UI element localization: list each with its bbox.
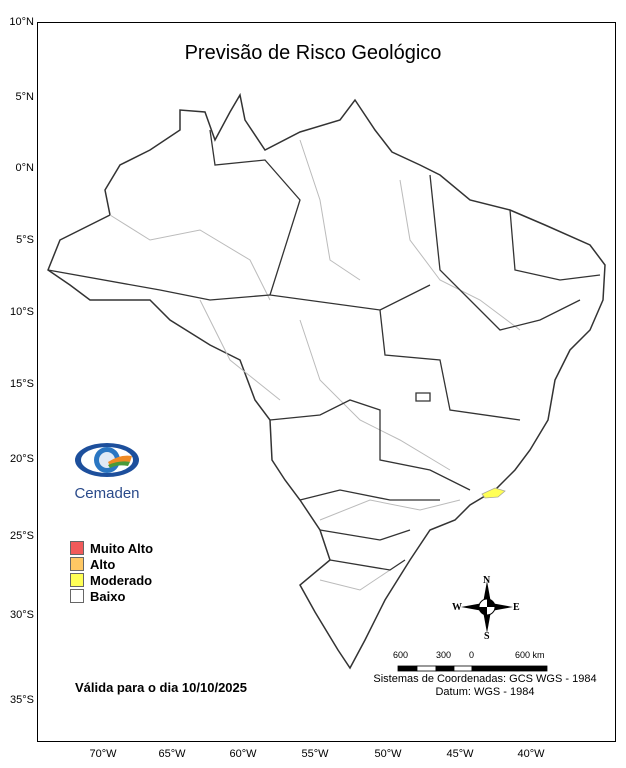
municipal-borders xyxy=(109,139,521,591)
lon-tick: 60°W xyxy=(229,748,257,760)
lat-tick: 5°S xyxy=(16,234,34,246)
lat-tick: 30°S xyxy=(10,609,34,621)
scale-label: 300 xyxy=(436,650,452,660)
lon-tick: 50°W xyxy=(374,748,402,760)
legend-swatch xyxy=(70,557,84,571)
scale-label: 600 km xyxy=(515,650,545,660)
brazil-outline xyxy=(47,92,606,670)
lat-tick: 20°S xyxy=(10,453,34,465)
lon-tick: 55°W xyxy=(301,748,329,760)
logo-text: Cemaden xyxy=(74,485,140,502)
legend-label: Alto xyxy=(90,556,116,572)
lon-tick: 65°W xyxy=(158,748,186,760)
lat-tick: 35°S xyxy=(10,694,34,706)
legend-swatch xyxy=(70,541,84,555)
compass-e: E xyxy=(513,602,520,613)
compass-rose xyxy=(461,581,513,633)
legend-item: Baixo xyxy=(70,588,153,604)
scale-label: 600 xyxy=(393,650,409,660)
valid-date: Válida para o dia 10/10/2025 xyxy=(75,680,247,695)
moderate-risk-area xyxy=(481,487,506,499)
lat-tick: 25°S xyxy=(10,530,34,542)
compass-s: S xyxy=(484,631,490,642)
map-frame xyxy=(37,22,616,742)
compass-w: W xyxy=(452,602,462,613)
lat-tick: 0°N xyxy=(15,162,34,174)
scale-bar xyxy=(397,665,548,672)
legend-label: Moderado xyxy=(90,572,153,588)
lat-tick: 10°N xyxy=(9,16,34,28)
legend-label: Baixo xyxy=(90,588,126,604)
coords-line2: Datum: WGS - 1984 xyxy=(435,686,535,698)
cemaden-logo: Cemaden xyxy=(67,440,147,502)
eye-logo-icon xyxy=(75,443,139,477)
lon-tick: 45°W xyxy=(446,748,474,760)
compass-n: N xyxy=(483,575,491,586)
lat-tick: 5°N xyxy=(15,91,34,103)
legend-swatch xyxy=(70,589,84,603)
legend-label: Muito Alto xyxy=(90,540,154,556)
legend: Muito Alto Alto Moderado Baixo xyxy=(70,540,153,604)
legend-item: Moderado xyxy=(70,572,153,588)
legend-swatch xyxy=(70,573,84,587)
lat-tick: 15°S xyxy=(10,378,34,390)
map-title: Previsão de Risco Geológico xyxy=(184,42,442,64)
lat-tick: 10°S xyxy=(10,306,34,318)
coordinate-system: Sistemas de Coordenadas: GCS WGS - 1984 … xyxy=(360,673,610,699)
legend-item: Muito Alto xyxy=(70,540,153,556)
legend-item: Alto xyxy=(70,556,153,572)
state-borders xyxy=(47,129,601,571)
scale-label: 0 xyxy=(469,650,475,660)
lon-tick: 70°W xyxy=(89,748,117,760)
coords-line1: Sistemas de Coordenadas: GCS WGS - 1984 xyxy=(373,673,597,685)
lon-tick: 40°W xyxy=(517,748,545,760)
